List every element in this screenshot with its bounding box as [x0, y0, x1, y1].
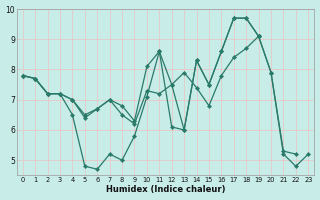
X-axis label: Humidex (Indice chaleur): Humidex (Indice chaleur)	[106, 185, 225, 194]
